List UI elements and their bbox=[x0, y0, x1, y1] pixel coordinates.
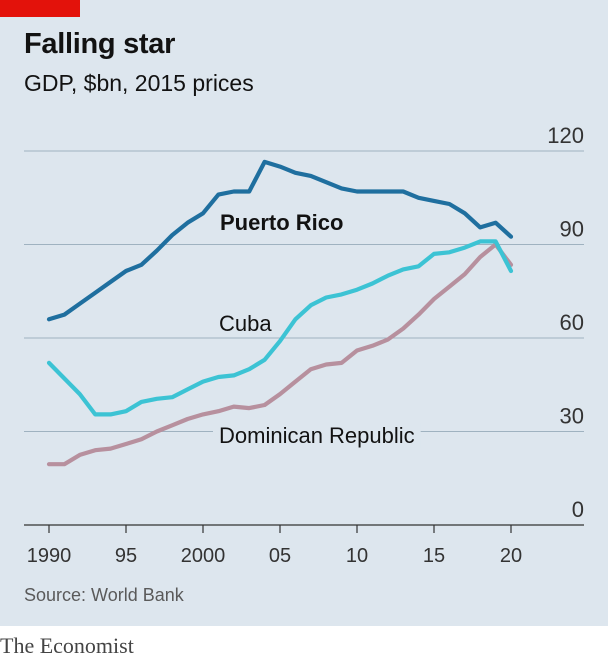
x-tick-label: 2000 bbox=[181, 545, 226, 567]
series-label-mask bbox=[213, 423, 421, 448]
series-label-cuba: Cuba bbox=[219, 311, 272, 336]
series-label-puerto-rico: Puerto Rico bbox=[220, 210, 343, 235]
line-chart: Puerto Rico Cuba Dominican Republic 0 30 60 9… bbox=[24, 123, 584, 567]
x-tick-label: 1990 bbox=[27, 545, 72, 567]
y-tick-label: 30 bbox=[560, 404, 584, 429]
brand-logo: The Economist bbox=[0, 633, 134, 658]
y-tick-label: 120 bbox=[547, 123, 584, 148]
x-tick-label: 20 bbox=[500, 545, 522, 567]
y-tick-label: 0 bbox=[572, 497, 584, 522]
series-label-mask bbox=[213, 311, 279, 336]
x-tick-label: 95 bbox=[115, 545, 137, 567]
y-tick-label: 60 bbox=[560, 310, 584, 335]
y-tick-label: 90 bbox=[560, 217, 584, 242]
brand-red-tag bbox=[0, 0, 80, 17]
series-line-dominican-republic bbox=[46, 242, 514, 467]
source-note: Source: World Bank bbox=[24, 585, 184, 605]
x-tick-label: 15 bbox=[423, 545, 445, 567]
series-line-puerto-rico bbox=[46, 159, 514, 322]
chart-title: Falling star bbox=[24, 28, 176, 60]
x-tick-label: 05 bbox=[269, 545, 291, 567]
series-line-cuba bbox=[46, 239, 514, 417]
series-label-dominican-republic: Dominican Republic bbox=[219, 423, 415, 448]
chart-subtitle: GDP, $bn, 2015 prices bbox=[24, 70, 254, 96]
x-tick-label: 10 bbox=[346, 545, 368, 567]
